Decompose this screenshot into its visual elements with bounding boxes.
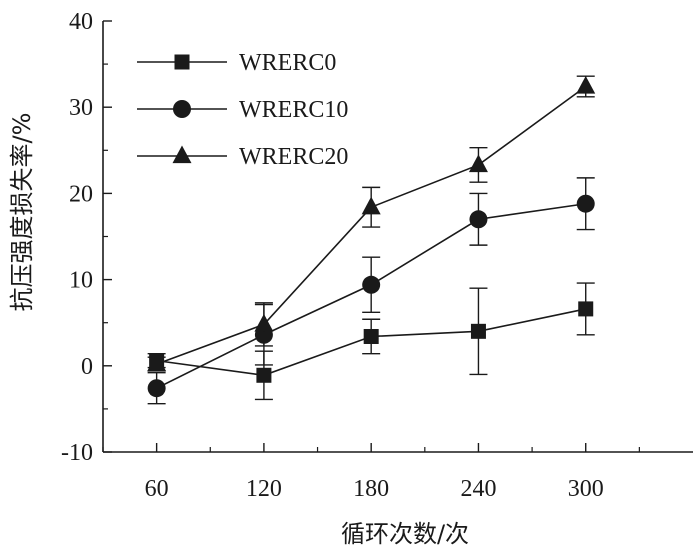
y-axis-label: 抗压强度损失率/%: [8, 113, 36, 312]
data-point: [254, 313, 274, 332]
series-wrerc20: [147, 75, 596, 372]
x-axis-label: 循环次数/次: [341, 520, 469, 548]
legend-item-wrerc10: WRERC10: [137, 97, 348, 123]
data-point: [576, 75, 596, 94]
legend-item-wrerc20: WRERC20: [137, 144, 348, 170]
x-tick-label: 180: [353, 476, 389, 502]
x-axis-ticks: 60 120 180 240 300: [102, 443, 640, 502]
data-point: [173, 100, 191, 118]
y-tick-label: -10: [61, 440, 93, 466]
y-tick-label: 40: [69, 9, 93, 35]
y-tick-label: 0: [81, 354, 93, 380]
data-point: [469, 210, 488, 229]
x-tick-label: 120: [246, 476, 282, 502]
data-point: [468, 154, 488, 173]
x-tick-label: 300: [568, 476, 604, 502]
data-point: [363, 328, 379, 344]
data-point: [576, 194, 595, 213]
x-tick-label: 60: [145, 476, 169, 502]
data-point: [578, 301, 594, 317]
data-point: [172, 145, 192, 164]
data-point: [256, 367, 272, 383]
legend-label: WRERC20: [239, 144, 348, 170]
legend-item-wrerc0: WRERC0: [137, 50, 336, 76]
data-point: [362, 275, 381, 294]
legend-label: WRERC10: [239, 97, 348, 123]
y-tick-label: 10: [69, 268, 93, 294]
data-point: [361, 196, 381, 215]
data-point: [470, 323, 486, 339]
legend-label: WRERC0: [239, 50, 336, 76]
y-axis-ticks: -10 0 10 20 30 40: [61, 9, 112, 466]
y-tick-label: 30: [69, 95, 93, 121]
y-tick-label: 20: [69, 181, 93, 207]
axes: [102, 21, 693, 453]
legend: WRERC0 WRERC10 WRERC20: [137, 50, 348, 170]
plot-area: [147, 75, 596, 405]
x-tick-label: 240: [460, 476, 496, 502]
data-point: [147, 379, 166, 398]
data-point: [147, 353, 167, 372]
data-point: [174, 54, 190, 70]
